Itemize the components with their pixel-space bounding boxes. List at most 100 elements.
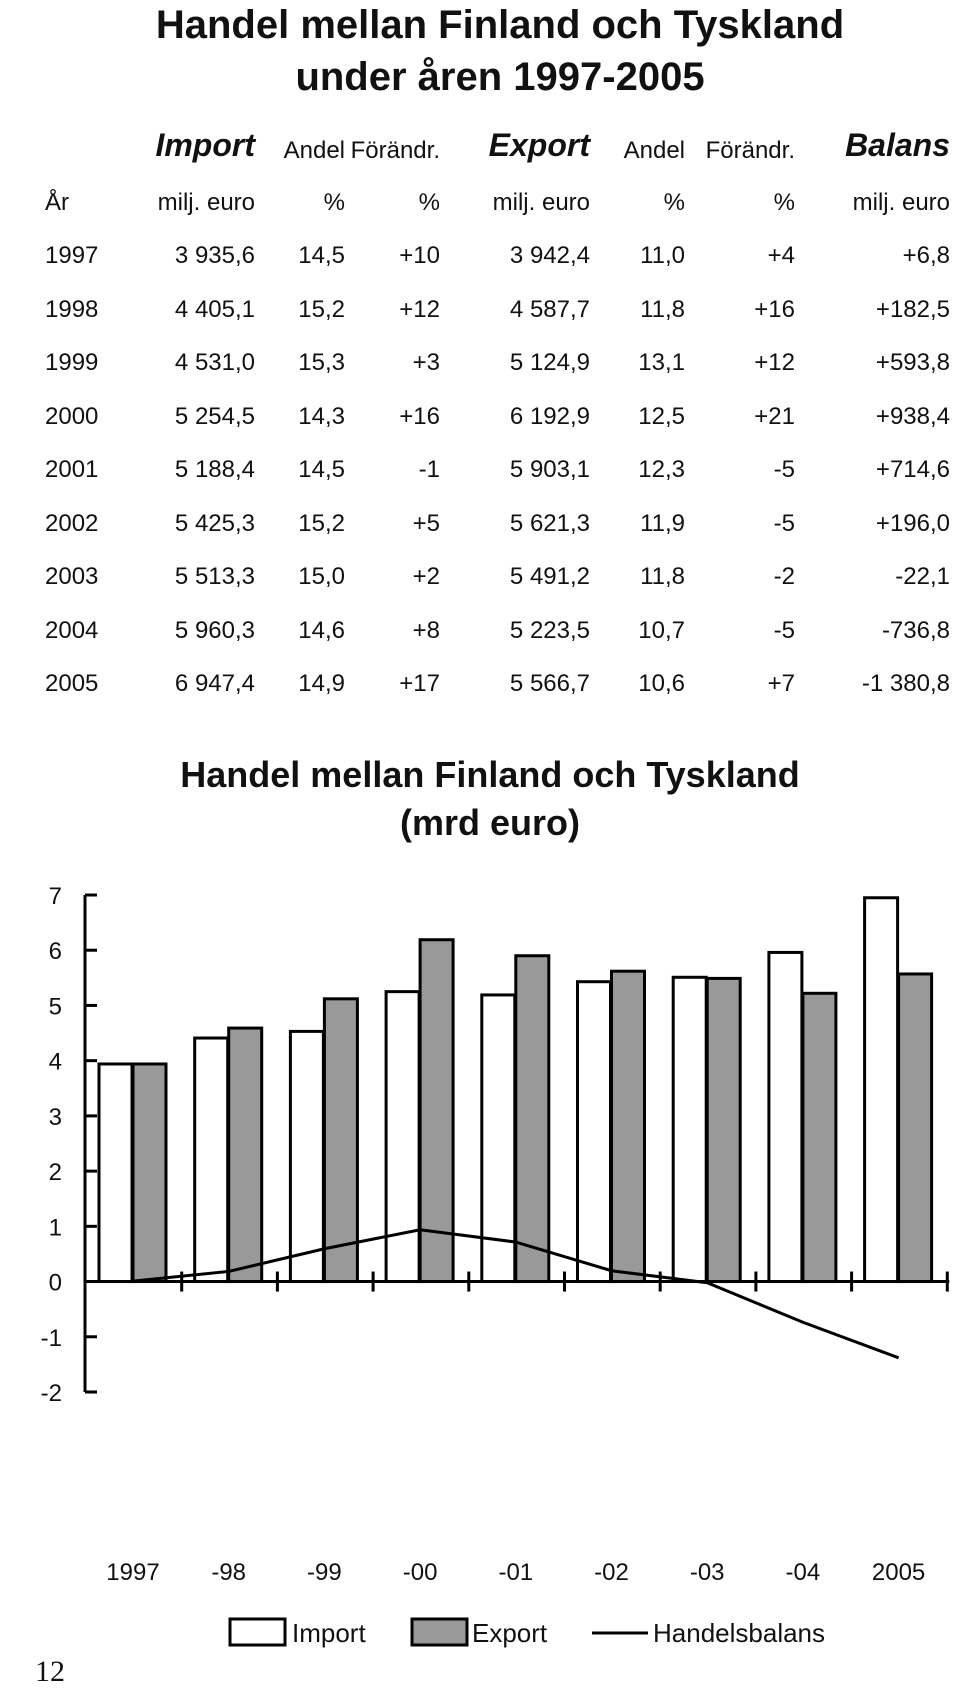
cell-import-change: +12 xyxy=(399,295,440,323)
chart-title: Handel mellan Finland och Tyskland xyxy=(180,754,800,795)
header-import-share: Andel xyxy=(283,137,345,164)
cell-export-share: 12,3 xyxy=(638,456,685,483)
cell-export: 5 491,2 xyxy=(509,563,590,590)
x-tick-label: -01 xyxy=(498,1559,533,1586)
y-tick-label: 1 xyxy=(49,1214,62,1241)
bar-import xyxy=(384,990,421,1284)
bar-export xyxy=(610,969,646,1284)
cell-export-share: 10,6 xyxy=(638,670,685,697)
bar-import xyxy=(193,1036,230,1284)
cell-import-share: 14,3 xyxy=(298,402,345,430)
bar-import xyxy=(671,975,708,1284)
unit-balance: milj. euro xyxy=(852,189,950,216)
cell-export-change: -5 xyxy=(773,616,795,644)
cell-export: 5 566,7 xyxy=(509,670,590,697)
cell-import-share: 14,6 xyxy=(298,616,345,644)
unit-import-share: % xyxy=(323,189,345,216)
bar-export xyxy=(514,954,551,1284)
y-tick-label: 5 xyxy=(49,993,62,1020)
x-tick-label: -98 xyxy=(211,1559,246,1586)
legend-label-import: Import xyxy=(292,1618,366,1648)
header-import: Import xyxy=(155,127,255,163)
cell-export-change: -2 xyxy=(773,563,795,590)
table-subtitle: under åren 1997-2005 xyxy=(295,55,705,99)
unit-import: milj. euro xyxy=(157,189,255,216)
cell-import: 3 935,6 xyxy=(174,242,255,269)
cell-export-share: 12,5 xyxy=(638,402,685,430)
cell-export-share: 11,8 xyxy=(640,563,685,590)
cell-import: 4 531,0 xyxy=(174,349,255,376)
bar-export xyxy=(897,972,934,1284)
bar-import xyxy=(97,1062,134,1284)
header-export-change: Förändr. xyxy=(705,137,795,164)
x-tick-label: -04 xyxy=(786,1559,821,1586)
cell-import-share: 14,9 xyxy=(298,670,345,697)
cell-balance: -736,8 xyxy=(881,616,950,644)
x-tick-label: 1997 xyxy=(106,1559,159,1586)
cell-import-change: +2 xyxy=(412,563,440,590)
bar-export xyxy=(418,938,455,1284)
bar-import xyxy=(576,980,612,1284)
cell-export-share: 11,0 xyxy=(640,242,685,269)
cell-export-change: +4 xyxy=(767,242,795,269)
y-tick-label: -2 xyxy=(41,1380,62,1407)
cell-export: 5 621,3 xyxy=(509,509,590,537)
bar-export xyxy=(131,1062,168,1284)
cell-export-change: +7 xyxy=(767,670,795,697)
cell-import-share: 14,5 xyxy=(298,456,345,483)
x-tick-label: -00 xyxy=(403,1559,438,1586)
cell-import-share: 15,2 xyxy=(298,509,345,537)
cell-balance: +182,5 xyxy=(875,295,950,323)
bar-export xyxy=(705,976,742,1284)
cell-balance: +593,8 xyxy=(875,349,950,376)
unit-export: milj. euro xyxy=(492,189,590,216)
cell-export: 5 124,9 xyxy=(509,349,590,376)
header-export-share: Andel xyxy=(623,137,685,164)
cell-export-change: +21 xyxy=(754,402,795,430)
y-tick-label: 0 xyxy=(49,1270,62,1297)
bar-import xyxy=(767,950,804,1284)
cell-import-share: 15,3 xyxy=(298,349,345,376)
header-import-change: Förändr. xyxy=(350,137,440,164)
cell-import: 5 188,4 xyxy=(174,456,255,483)
cell-balance: +938,4 xyxy=(875,402,950,430)
bar-export xyxy=(322,997,359,1284)
cell-import: 5 513,3 xyxy=(174,563,255,590)
cell-year: 1999 xyxy=(45,349,99,376)
cell-year: 2000 xyxy=(45,402,99,430)
cell-year: 2001 xyxy=(45,456,99,483)
cell-year: 2005 xyxy=(45,670,99,697)
bar-import xyxy=(288,1029,325,1284)
legend-label-export: Export xyxy=(472,1618,548,1648)
cell-export: 3 942,4 xyxy=(509,242,590,269)
cell-year: 1998 xyxy=(45,295,99,323)
cell-balance: -1 380,8 xyxy=(861,670,950,697)
legend-swatch-import xyxy=(228,1617,287,1647)
unit-import-change: % xyxy=(418,189,440,216)
y-tick-label: 4 xyxy=(49,1049,62,1076)
cell-import-change: +17 xyxy=(399,670,440,697)
cell-import-change: +5 xyxy=(412,509,440,537)
bar-export xyxy=(801,991,838,1284)
cell-import: 5 254,5 xyxy=(174,402,255,430)
cell-import-change: +16 xyxy=(399,402,440,430)
cell-balance: -22,1 xyxy=(895,563,950,590)
cell-export-change: -5 xyxy=(773,509,795,537)
cell-import-share: 15,2 xyxy=(298,295,345,323)
cell-year: 1997 xyxy=(45,242,99,269)
cell-export: 5 903,1 xyxy=(509,456,590,483)
cell-import: 6 947,4 xyxy=(174,670,255,697)
cell-export-share: 11,9 xyxy=(640,509,685,537)
cell-year: 2002 xyxy=(45,509,99,537)
cell-balance: +6,8 xyxy=(902,242,950,269)
cell-import-share: 14,5 xyxy=(298,242,345,269)
cell-export-change: +12 xyxy=(754,349,795,376)
cell-export: 5 223,5 xyxy=(509,616,590,644)
bar-export xyxy=(227,1026,264,1284)
cell-year: 2003 xyxy=(45,563,99,590)
table-title: Handel mellan Finland och Tyskland xyxy=(155,3,845,47)
bar-import xyxy=(863,896,900,1284)
y-tick-label: 6 xyxy=(49,938,62,965)
x-tick-label: -02 xyxy=(594,1559,629,1586)
